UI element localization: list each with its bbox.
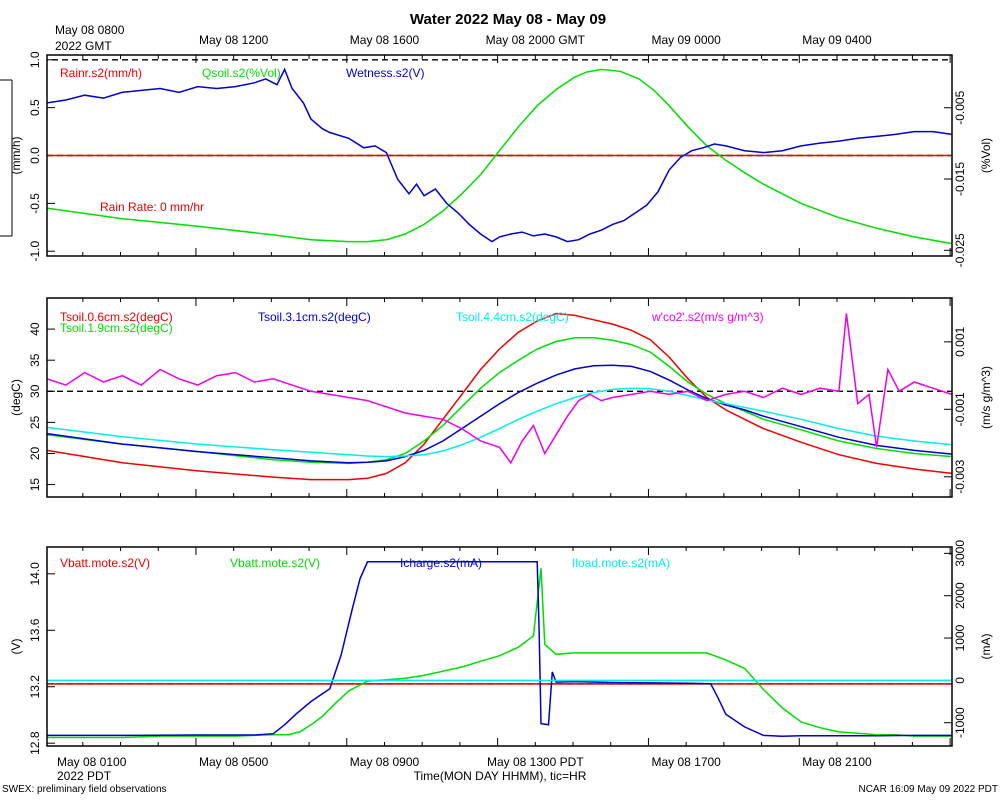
legend-label: w'co2'.s2(m/s g/m^3) [651, 310, 764, 324]
y-axis-label: (mm/h) [9, 137, 23, 175]
legend-label: Rainr.s2(mm/h) [60, 66, 142, 80]
y-tick-label: 13.2 [28, 675, 42, 699]
y-axis-label: (degC) [9, 379, 23, 416]
series-line-1 [47, 312, 952, 481]
series-line-3 [47, 67, 952, 243]
y-tick-label: 1.0 [28, 51, 42, 68]
panels: -1.0 -0.5 0.0 0.5 1.0 (mm/h) -0.025 -0.015 -0.00… [0, 33, 993, 769]
bottom-axis-first-label-1: May 08 0100 [57, 755, 127, 769]
y-tick-label: 14.0 [28, 562, 42, 586]
x-axis-label: Time(MON DAY HHMM), tic=HR [414, 769, 587, 783]
y-tick-label: -0.5 [28, 193, 42, 214]
y2-tick-label: 3000 [953, 540, 967, 567]
panel-frame [46, 54, 953, 257]
top-axis-label: May 08 1200 [199, 33, 269, 47]
legend-label: Tsoil.0.6cm.s2(degC) [60, 310, 173, 324]
footer-right: NCAR 16:09 May 09 2022 PDT [858, 784, 998, 795]
panel-3: 12.8 13.2 13.6 14.0 (V) -1000 0 1000 2000 3000 (mA… [9, 540, 993, 755]
y2-tick-label: 2000 [953, 582, 967, 609]
bottom-axis-label: May 08 0900 [350, 755, 420, 769]
panel-1: -1.0 -0.5 0.0 0.5 1.0 (mm/h) -0.025 -0.015 -0.00… [9, 51, 993, 267]
y2-axis-label: (%Vol) [979, 138, 993, 173]
y-tick-label: 25 [28, 415, 42, 429]
y-axis-label: (V) [9, 639, 23, 655]
top-axis-label: May 08 1600 [350, 33, 420, 47]
top-axis-first-label-2: 2022 GMT [55, 39, 112, 53]
y2-tick-label: -0.001 [953, 392, 967, 426]
series-line-2 [47, 68, 952, 245]
series-line-2 [47, 568, 952, 739]
y-tick-label: 12.8 [28, 731, 42, 755]
figure-title: Water 2022 May 08 - May 09 [410, 11, 606, 28]
y2-tick-label: 0.001 [953, 327, 967, 357]
annotation: Rain Rate: 0 mm/hr [100, 200, 204, 214]
legend-label: Vbatt.mote.s2(V) [60, 556, 150, 570]
y-tick-label: 40 [28, 322, 42, 336]
series-line-3 [47, 561, 952, 738]
legend-label: Tsoil.4.4cm.s2(degC) [456, 310, 569, 324]
series-line-5 [47, 313, 952, 465]
panel-frame [46, 546, 953, 747]
series-line-4 [47, 387, 952, 458]
top-axis-label: May 09 0400 [802, 33, 872, 47]
y2-tick-label: -1000 [953, 707, 967, 738]
y2-tick-label: -0.025 [953, 233, 967, 267]
y-tick-label: 13.6 [28, 618, 42, 642]
top-axis-label: May 08 2000 GMT [486, 33, 586, 47]
legend-label: Vbatt.mote.s2(V) [230, 556, 320, 570]
y2-tick-label: -0.015 [953, 162, 967, 196]
legend-label: Icharge.s2(mA) [400, 556, 482, 570]
y2-tick-label: 0 [953, 677, 967, 684]
y2-axis-label: (m/s g/m^3) [979, 366, 993, 429]
y-tick-label: 0.0 [28, 147, 42, 164]
legend-label: Qsoil.s2(%Vol) [202, 66, 281, 80]
bottom-axis-first-label-2: 2022 PDT [57, 769, 112, 783]
y-tick-label: 35 [28, 353, 42, 367]
top-axis-first-label-1: May 08 0800 [55, 23, 125, 37]
legend-label: Iload.mote.s2(mA) [572, 556, 670, 570]
y2-tick-label: -0.005 [953, 90, 967, 124]
y2-tick-label: -0.003 [953, 459, 967, 493]
bottom-axis-label: May 08 1300 PDT [487, 755, 584, 769]
series-line-2 [47, 337, 952, 465]
y-tick-label: -1.0 [28, 241, 42, 262]
y-tick-label: 0.5 [28, 99, 42, 116]
footer-left: SWEX: preliminary field observations [2, 784, 167, 795]
bottom-axis-label: May 08 2100 [802, 755, 872, 769]
series-line-3 [47, 364, 952, 464]
y2-axis-label: (mA) [979, 634, 993, 660]
top-axis-label: May 09 0000 [651, 33, 721, 47]
bottom-axis-label: May 08 1700 [651, 755, 721, 769]
y2-tick-label: 1000 [953, 624, 967, 651]
panel-2: 15 20 25 30 35 40 (degC) -0.003 -0.001 0.001 (m/s … [9, 297, 993, 498]
legend-label: Wetness.s2(V) [346, 66, 424, 80]
panel-frame [46, 297, 953, 498]
legend-label: Tsoil.1.9cm.s2(degC) [60, 321, 173, 335]
y-tick-label: 20 [28, 446, 42, 460]
y-tick-label: 15 [28, 478, 42, 492]
legend-label: Tsoil.3.1cm.s2(degC) [258, 310, 371, 324]
y-tick-label: 30 [28, 384, 42, 398]
bottom-axis-label: May 08 0500 [199, 755, 269, 769]
